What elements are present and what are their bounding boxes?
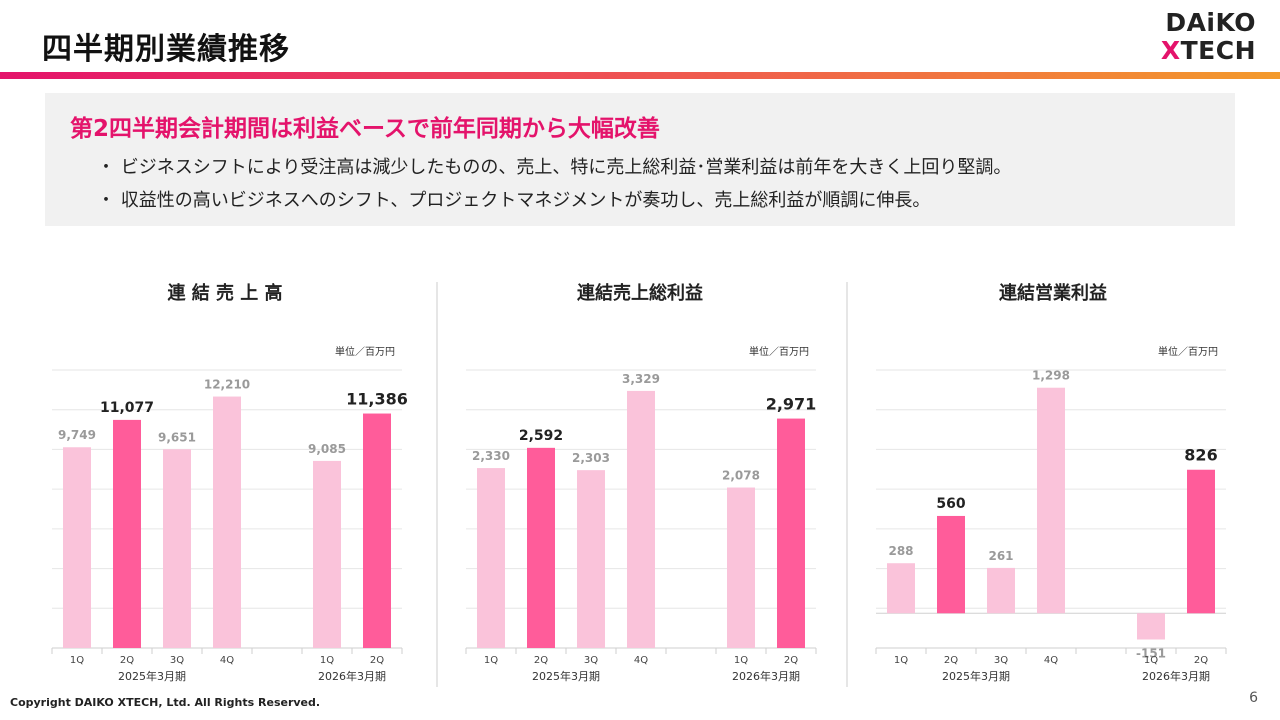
x-tick-label: 1Q — [894, 655, 908, 666]
data-label: 9,085 — [308, 442, 346, 456]
data-label: 2,971 — [766, 395, 817, 414]
x-tick-label: 2Q — [534, 655, 548, 666]
data-label: 11,077 — [100, 400, 154, 416]
data-label: 12,210 — [204, 378, 250, 392]
x-tick-label: 2Q — [120, 655, 134, 666]
bar — [63, 447, 91, 648]
data-label: 2,078 — [722, 469, 760, 483]
group-label: 2025年3月期 — [118, 669, 186, 683]
page-number: 6 — [1249, 690, 1258, 706]
x-tick-label: 3Q — [994, 655, 1008, 666]
bar — [363, 413, 391, 648]
data-label: 9,651 — [158, 430, 196, 444]
x-tick-label: 1Q — [734, 655, 748, 666]
bar — [627, 390, 655, 648]
group-label: 2026年3月期 — [318, 669, 386, 683]
logo-line2-text: TECH — [1180, 36, 1256, 65]
x-tick-label: 1Q — [484, 655, 498, 666]
chart-title-operating-profit: 連結営業利益 — [999, 283, 1107, 304]
x-tick-label: 4Q — [220, 655, 234, 666]
chart-divider-2 — [846, 282, 848, 687]
chart-divider-1 — [436, 282, 438, 687]
summary-headline: 第2四半期会計期間は利益ベースで前年同期から大幅改善 — [70, 116, 660, 142]
summary-bullet-1: ・ ビジネスシフトにより受注高は減少したものの、売上、特に売上総利益･営業利益は… — [97, 157, 1012, 178]
page-title: 四半期別業績推移 — [42, 32, 290, 67]
data-label: 2,330 — [472, 449, 510, 463]
company-logo: DAiKO XTECH — [1156, 10, 1256, 63]
chart-title-gross-profit: 連結売上総利益 — [577, 283, 703, 304]
bar — [477, 468, 505, 648]
group-label: 2025年3月期 — [532, 669, 600, 683]
bar — [313, 460, 341, 648]
group-label: 2026年3月期 — [732, 669, 800, 683]
x-tick-label: 2Q — [944, 655, 958, 666]
data-label: 1,298 — [1032, 369, 1070, 383]
bar — [987, 567, 1015, 614]
bar — [887, 563, 915, 614]
logo-line1: DAiKO — [1165, 8, 1256, 37]
x-tick-label: 1Q — [70, 655, 84, 666]
copyright-text: Copyright DAIKO XTECH, Ltd. All Rights R… — [10, 696, 321, 709]
data-label: 2,592 — [519, 428, 563, 444]
unit-label-sales: 単位／百万円 — [335, 347, 395, 358]
x-tick-label: 2Q — [370, 655, 384, 666]
logo-line2: XTECH — [1156, 38, 1256, 63]
data-label: 560 — [936, 496, 965, 512]
bar — [937, 515, 965, 614]
data-label: 826 — [1184, 446, 1217, 465]
x-tick-label: 1Q — [1144, 655, 1158, 666]
data-label: 3,329 — [622, 372, 660, 386]
bar — [777, 418, 805, 648]
group-label: 2026年3月期 — [1142, 669, 1210, 683]
bar — [213, 396, 241, 648]
bar — [727, 487, 755, 648]
summary-box: 第2四半期会計期間は利益ベースで前年同期から大幅改善 ・ ビジネスシフトにより受… — [45, 93, 1235, 226]
data-label: 11,386 — [346, 390, 408, 409]
x-tick-label: 4Q — [1044, 655, 1058, 666]
data-label: -151 — [1136, 646, 1166, 660]
bar — [577, 470, 605, 648]
logo-x-mark: X — [1160, 36, 1181, 65]
data-label: 261 — [988, 549, 1013, 563]
x-tick-label: 4Q — [634, 655, 648, 666]
x-tick-label: 1Q — [320, 655, 334, 666]
unit-label-gross-profit: 単位／百万円 — [749, 347, 809, 358]
chart-title-sales: 連 結 売 上 高 — [167, 283, 283, 304]
x-tick-label: 3Q — [584, 655, 598, 666]
bar — [1037, 387, 1065, 614]
bar — [1137, 613, 1165, 640]
x-tick-label: 2Q — [784, 655, 798, 666]
x-tick-label: 3Q — [170, 655, 184, 666]
title-gradient-bar — [0, 72, 1280, 79]
group-label: 2025年3月期 — [942, 669, 1010, 683]
bar — [163, 449, 191, 648]
bar — [527, 447, 555, 648]
data-label: 2,303 — [572, 451, 610, 465]
data-label: 288 — [888, 544, 913, 558]
x-tick-label: 2Q — [1194, 655, 1208, 666]
bar — [113, 419, 141, 648]
summary-bullet-2: ・ 収益性の高いビジネスへのシフト、プロジェクトマネジメントが奏功し、売上総利益… — [97, 190, 931, 211]
data-label: 9,749 — [58, 428, 96, 442]
unit-label-operating-profit: 単位／百万円 — [1158, 347, 1218, 358]
bar — [1187, 469, 1215, 614]
